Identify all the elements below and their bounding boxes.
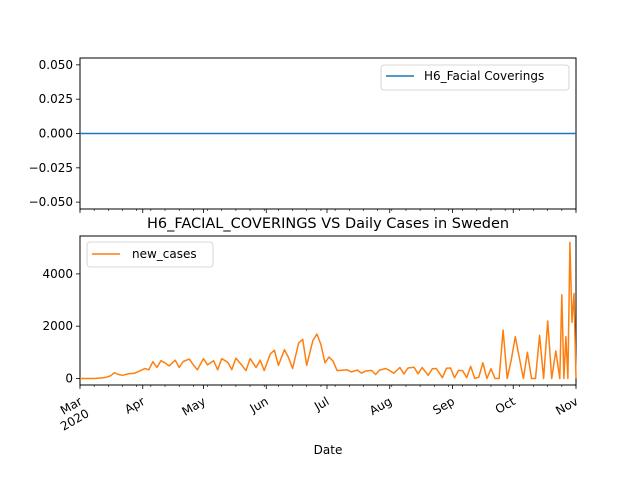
y-tick-label: 2000 bbox=[42, 319, 73, 333]
x-tick-label-group: Jul bbox=[311, 394, 331, 414]
bottom-legend: new_cases bbox=[86, 241, 214, 268]
x-tick-label-group: Aug bbox=[367, 394, 394, 418]
bottom-subplot: H6_FACIAL_COVERINGS VS Daily Cases in Sw… bbox=[42, 216, 580, 457]
y-tick-label: 0.000 bbox=[39, 127, 73, 141]
x-tick-label: Oct bbox=[493, 394, 518, 417]
legend-label-facial-coverings: H6_Facial Coverings bbox=[424, 69, 544, 83]
x-tick-label: Apr bbox=[122, 394, 147, 417]
x-tick-label-group: Oct bbox=[493, 394, 518, 417]
y-tick-label: 0.050 bbox=[39, 58, 73, 72]
y-tick-label: 4000 bbox=[42, 267, 73, 281]
bottom-y-axis: 0 2000 4000 bbox=[42, 267, 80, 385]
legend-label-new-cases: new_cases bbox=[132, 247, 197, 261]
x-tick-label: Jun bbox=[247, 394, 271, 416]
legend-box bbox=[86, 241, 214, 268]
x-tick-label-group: Jun bbox=[247, 394, 271, 416]
x-tick-label-group: Apr bbox=[122, 394, 147, 417]
bottom-plot-frame bbox=[79, 235, 577, 386]
x-tick-label: Jul bbox=[311, 394, 331, 414]
y-tick-label: 0.025 bbox=[39, 92, 73, 106]
y-tick-label: −0.025 bbox=[29, 161, 73, 175]
legend-box bbox=[380, 64, 570, 91]
x-axis-label: Date bbox=[314, 443, 343, 457]
top-subplot: 0.050 0.025 0.000 −0.025 −0.050 H6_Facial Co… bbox=[29, 57, 577, 213]
top-y-axis: 0.050 0.025 0.000 −0.025 −0.050 bbox=[29, 58, 80, 209]
top-x-ticks bbox=[79, 209, 577, 213]
y-tick-label: 0 bbox=[65, 371, 73, 385]
x-tick-label-group: Nov bbox=[553, 394, 580, 418]
y-tick-label: −0.050 bbox=[29, 195, 73, 209]
top-legend: H6_Facial Coverings bbox=[380, 64, 570, 91]
x-tick-label: Aug bbox=[367, 394, 394, 418]
chart-title: H6_FACIAL_COVERINGS VS Daily Cases in Sw… bbox=[147, 216, 509, 232]
x-tick-label: Nov bbox=[553, 394, 580, 418]
x-tick-label: Sep bbox=[430, 394, 457, 417]
x-tick-label: May bbox=[180, 394, 208, 419]
x-tick-label-group: May bbox=[180, 394, 208, 419]
series-line-new-cases bbox=[80, 241, 577, 380]
x-tick-label-group: Sep bbox=[430, 394, 457, 417]
